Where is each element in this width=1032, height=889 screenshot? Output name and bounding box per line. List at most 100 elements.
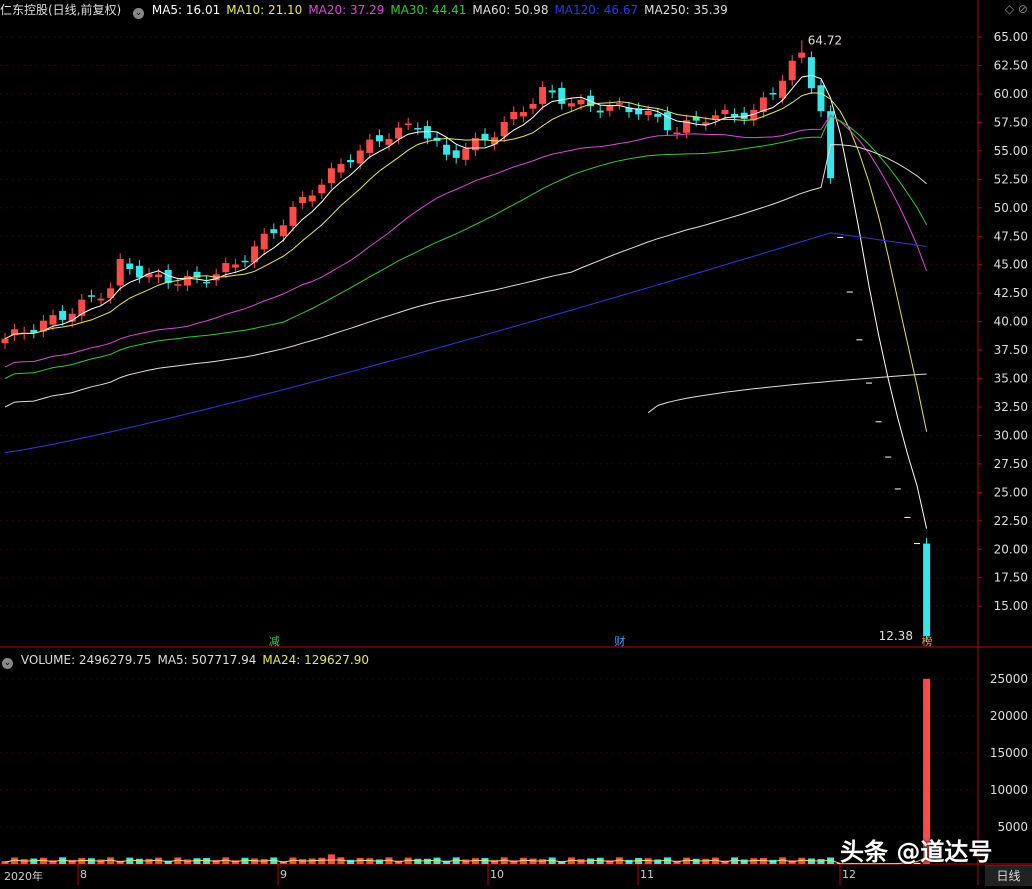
candle-24	[231, 264, 239, 268]
volume-bar-23	[222, 857, 230, 864]
price-tick-label: 47.50	[994, 229, 1028, 243]
candle-66	[635, 108, 643, 115]
volume-bar-43	[414, 858, 422, 864]
candle-30	[289, 206, 297, 226]
candle-39	[375, 135, 383, 142]
candle-72	[692, 116, 700, 121]
toolbar-icons[interactable]: ◇ ⊘	[1004, 2, 1028, 16]
candle-54	[519, 112, 527, 117]
candle-49	[471, 138, 479, 151]
candle-9	[87, 295, 95, 297]
event-tag-2[interactable]: 榜	[921, 635, 933, 648]
candle-62	[596, 110, 604, 113]
volume-bar-59	[567, 857, 575, 864]
candle-14	[135, 265, 143, 278]
price-tick-label: 25.00	[994, 485, 1028, 499]
candle-80	[769, 93, 777, 95]
ma-legend-1: MA10: 21.10	[226, 3, 303, 17]
x-axis-label-4: 11	[640, 868, 654, 881]
candle-33	[318, 184, 326, 194]
candle-1	[11, 329, 19, 336]
low-label: 12.38	[879, 629, 913, 643]
candle-32	[308, 195, 316, 202]
candle-40	[385, 138, 393, 145]
volume-bar-0	[1, 861, 9, 864]
volume-bar-40	[385, 857, 393, 864]
volume-bar-54	[519, 857, 527, 864]
price-legend: 仁东控股(日线,前复权) ⌄ MA5: 16.01 MA10: 21.10 MA20…	[0, 0, 740, 20]
candle-67	[644, 110, 652, 116]
volume-bar-33	[318, 857, 326, 864]
x-axis-label-1: 8	[80, 868, 87, 881]
high-label: 64.72	[808, 33, 842, 47]
candle-77	[740, 112, 748, 119]
candle-69	[663, 112, 671, 131]
volume-bar-37	[356, 857, 364, 864]
candle-47	[452, 150, 460, 158]
candle-85	[817, 85, 825, 112]
x-axis-label-3: 10	[490, 868, 504, 881]
volume-bar-42	[404, 857, 412, 864]
volume-bar-66	[635, 857, 643, 864]
candle-17	[164, 270, 172, 284]
volume-bar-81	[779, 857, 787, 864]
volume-bar-9	[87, 858, 95, 864]
candle-15	[145, 273, 153, 278]
candle-29	[279, 225, 287, 237]
candle-76	[731, 114, 739, 117]
price-tick-label: 15.00	[994, 599, 1028, 613]
volume-tick-label: 20000	[990, 709, 1028, 723]
candle-41	[395, 127, 403, 139]
candle-5	[49, 315, 57, 325]
price-tick-label: 50.00	[994, 201, 1028, 215]
volume-bar-16	[155, 857, 163, 864]
candle-10	[97, 298, 105, 301]
price-tick-label: 32.50	[994, 400, 1028, 414]
volume-bar-74	[711, 857, 719, 864]
collapse-icon[interactable]: ⌄	[133, 8, 145, 19]
x-axis-label-5: 12	[842, 868, 856, 881]
volume-bar-52	[500, 857, 508, 864]
candle-31	[299, 196, 307, 204]
event-tag-1[interactable]: 财	[614, 635, 626, 648]
x-axis-label-2: 9	[280, 868, 287, 881]
price-tick-label: 35.00	[994, 372, 1028, 386]
candle-12	[116, 259, 124, 286]
price-tick-label: 60.00	[994, 87, 1028, 101]
collapse-icon[interactable]: ⌄	[2, 658, 13, 669]
candle-58	[558, 87, 566, 104]
volume-bar-78	[750, 858, 758, 864]
volume-bar-61	[587, 858, 595, 864]
candle-44	[423, 126, 431, 139]
volume-bar-86	[827, 857, 835, 864]
volume-bar-14	[135, 858, 143, 864]
period-button[interactable]: 日线	[985, 865, 1032, 886]
candle-60	[577, 99, 585, 105]
price-tick-label: 22.50	[994, 514, 1028, 528]
volume-tick-label: 5000	[997, 820, 1028, 834]
candle-83	[798, 52, 806, 58]
ma-legend-2: MA20: 37.29	[308, 3, 385, 17]
candle-82	[788, 60, 796, 81]
event-tag-0[interactable]: 减	[268, 635, 280, 648]
vol-ma24-line	[4, 856, 927, 865]
ma30-line	[4, 115, 928, 379]
ma-legend-6: MA250: 35.39	[644, 3, 728, 17]
volume-bar-95	[913, 862, 921, 864]
volume-bar-79	[759, 857, 767, 864]
candle-50	[481, 133, 489, 141]
volume-bar-45	[433, 857, 441, 864]
candle-20	[193, 271, 201, 278]
ma-legend-5: MA120: 46.67	[554, 3, 639, 17]
candle-56	[539, 87, 547, 104]
candle-6	[59, 310, 67, 320]
stock-title[interactable]: 仁东控股(日线,前复权)	[0, 3, 122, 17]
candle-75	[721, 109, 729, 114]
volume-tick-label: 25000	[990, 672, 1028, 686]
vol-legend-1: MA5: 507717.94	[157, 653, 257, 667]
candle-11	[107, 288, 115, 298]
price-tick-label: 62.50	[994, 59, 1028, 73]
volume-bar-8	[78, 857, 86, 864]
